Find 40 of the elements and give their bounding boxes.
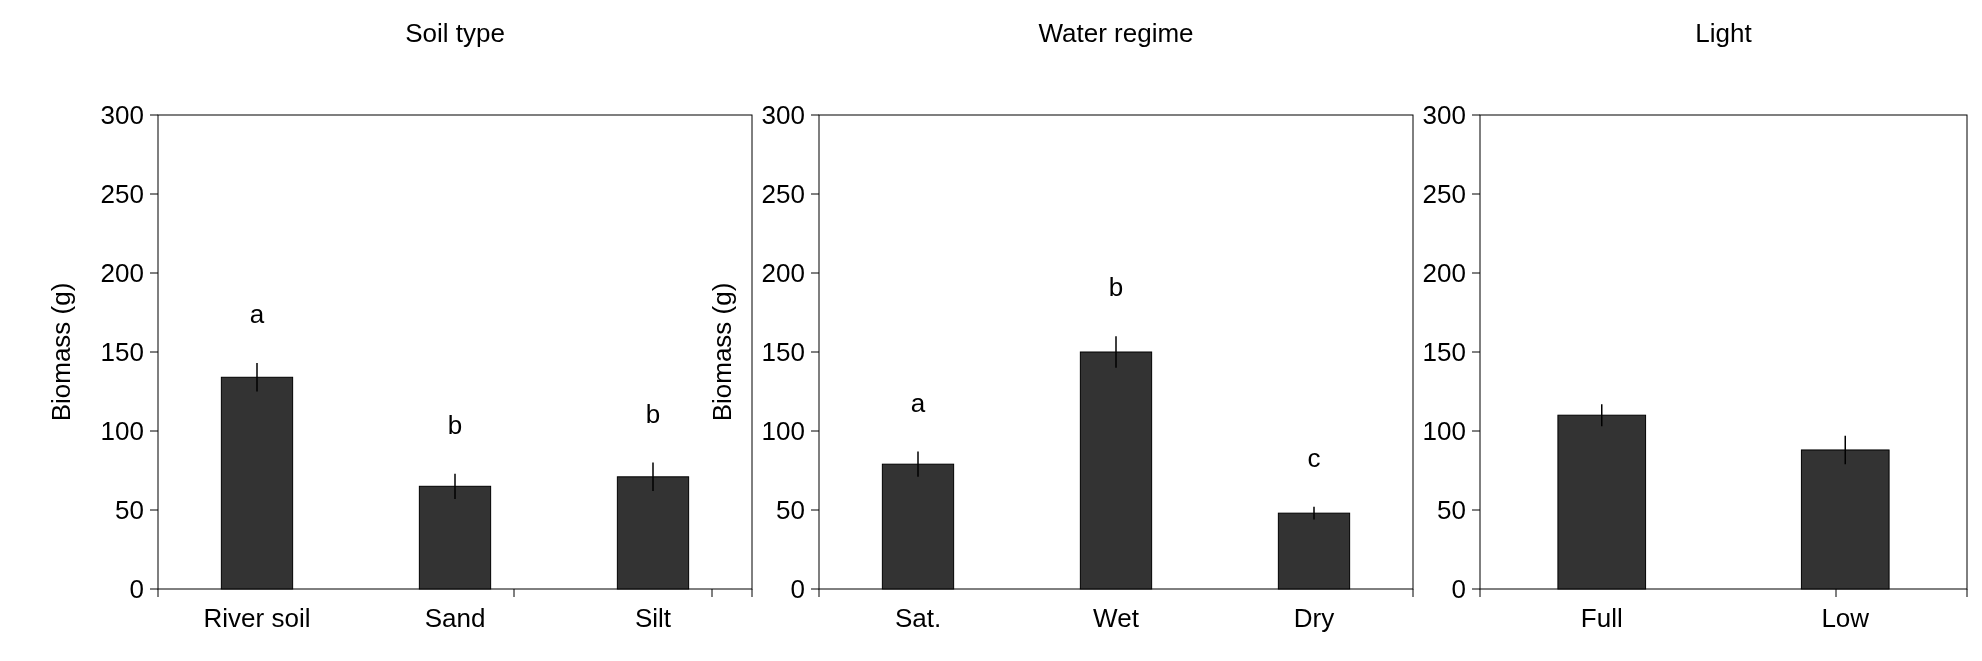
y-tick-label: 100 xyxy=(100,416,144,447)
annotation: c xyxy=(1307,442,1321,473)
annotation: b xyxy=(447,409,463,440)
y-tick-label: 0 xyxy=(1451,574,1466,605)
y-axis-title: Biomass (g) xyxy=(46,282,76,422)
x-tick-label: Dry xyxy=(1293,603,1335,633)
y-tick-label: 150 xyxy=(100,337,144,368)
x-tick-label: Low xyxy=(1821,603,1870,633)
x-tick-label: Silt xyxy=(634,603,672,633)
chart-title: Soil type xyxy=(405,18,505,48)
y-tick-label: 200 xyxy=(100,258,144,289)
x-tick-label: Sand xyxy=(424,603,486,633)
x-tick-label: Wet xyxy=(1093,603,1140,633)
x-tick-label: River soil xyxy=(203,603,311,633)
annotation: b xyxy=(645,398,661,429)
y-tick-label: 300 xyxy=(100,100,144,131)
y-tick-label: 300 xyxy=(761,100,805,131)
x-tick-label: Full xyxy=(1580,603,1623,633)
y-tick-label: 150 xyxy=(761,337,805,368)
y-tick-label: 0 xyxy=(129,574,144,605)
annotation: b xyxy=(1108,272,1124,303)
y-tick-label: 300 xyxy=(1422,100,1466,131)
y-axis-title: Biomass (g) xyxy=(707,282,737,422)
y-tick-label: 100 xyxy=(761,416,805,447)
y-tick-label: 250 xyxy=(761,179,805,210)
chart-title: Water regime xyxy=(1038,18,1194,48)
y-tick-label: 50 xyxy=(1437,495,1466,526)
y-tick-label: 200 xyxy=(761,258,805,289)
y-tick-label: 200 xyxy=(1422,258,1466,289)
x-tick-label: Sat. xyxy=(894,603,942,633)
annotation: a xyxy=(249,299,265,330)
y-tick-label: 50 xyxy=(776,495,805,526)
y-tick-label: 100 xyxy=(1422,416,1466,447)
y-tick-label: 250 xyxy=(100,179,144,210)
y-tick-label: 150 xyxy=(1422,337,1466,368)
y-tick-label: 250 xyxy=(1422,179,1466,210)
y-tick-label: 0 xyxy=(790,574,805,605)
annotation: a xyxy=(910,387,926,418)
chart-title: Light xyxy=(1695,18,1753,48)
y-tick-label: 50 xyxy=(115,495,144,526)
